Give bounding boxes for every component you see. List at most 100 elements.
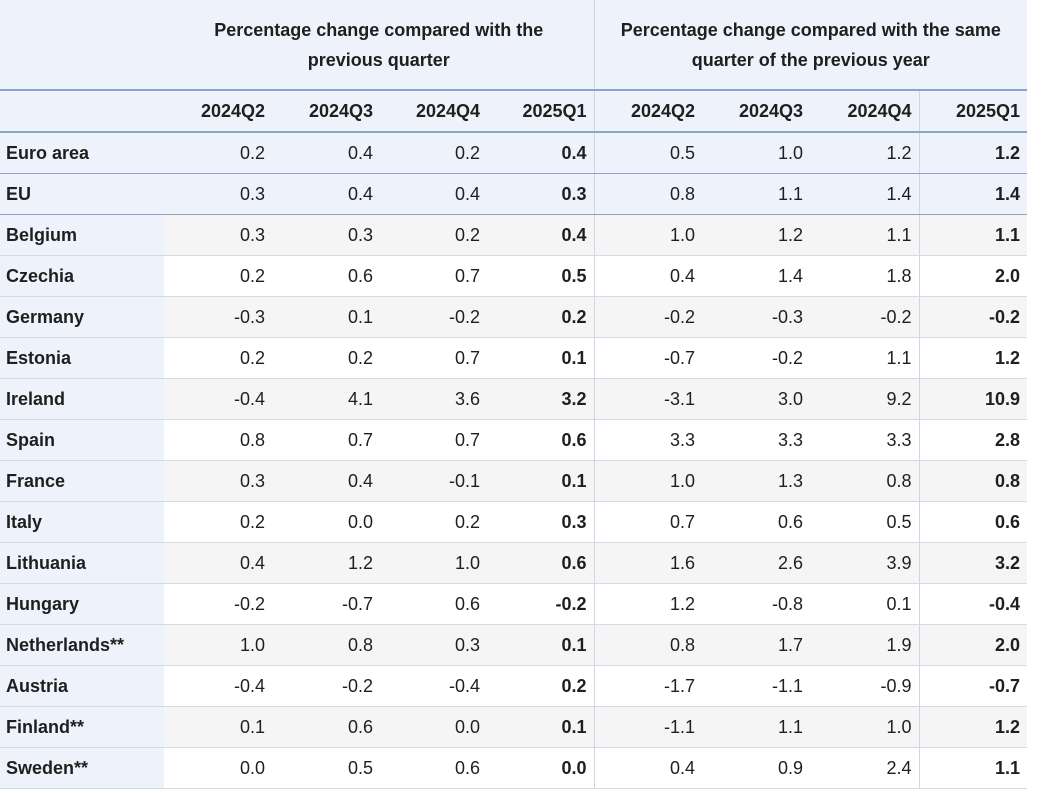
value-cell: 0.8 — [594, 173, 703, 215]
value-cell: 0.7 — [594, 501, 703, 543]
value-cell: -0.2 — [594, 296, 703, 338]
value-cell: 0.2 — [380, 214, 487, 256]
value-cell: 3.0 — [702, 378, 811, 420]
value-cell: 0.4 — [487, 132, 595, 174]
value-cell: 0.0 — [487, 747, 595, 789]
value-cell: -0.3 — [702, 296, 811, 338]
value-cell: 1.4 — [919, 173, 1028, 215]
table-row: Italy 0.2 0.0 0.2 0.3 0.7 0.6 0.5 0.6 — [0, 501, 1028, 543]
country-name: Sweden** — [0, 747, 164, 789]
table-row: Netherlands** 1.0 0.8 0.3 0.1 0.8 1.7 1.9 2.0 — [0, 624, 1028, 666]
value-cell: 0.0 — [164, 747, 272, 789]
value-cell: 0.7 — [380, 255, 487, 297]
value-cell: 2.8 — [919, 419, 1028, 461]
value-cell: 1.2 — [594, 583, 703, 625]
value-cell: 0.0 — [272, 501, 380, 543]
value-cell: 1.4 — [810, 173, 920, 215]
value-cell: -0.9 — [810, 665, 920, 707]
header-period-row: 2024Q2 2024Q3 2024Q4 2025Q1 2024Q2 2024Q… — [0, 90, 1028, 133]
value-cell: 2.6 — [702, 542, 811, 584]
value-cell: 1.0 — [380, 542, 487, 584]
value-cell: -0.4 — [164, 378, 272, 420]
value-cell: 0.4 — [164, 542, 272, 584]
period-header: 2024Q2 — [594, 90, 703, 133]
table-body: Euro area 0.2 0.4 0.2 0.4 0.5 1.0 1.2 1.2 EU 0.3 0.… — [0, 132, 1028, 789]
country-name: Hungary — [0, 583, 164, 625]
value-cell: 0.4 — [594, 747, 703, 789]
value-cell: -0.1 — [380, 460, 487, 502]
value-cell: 1.0 — [702, 132, 811, 174]
country-name: Austria — [0, 665, 164, 707]
value-cell: -1.1 — [594, 706, 703, 748]
country-name: Lithuania — [0, 542, 164, 584]
period-header: 2024Q3 — [702, 90, 811, 133]
corner-cell — [0, 0, 164, 91]
value-cell: -1.1 — [702, 665, 811, 707]
gdp-growth-table: Percentage change compared with the prev… — [0, 0, 1028, 789]
value-cell: 0.2 — [487, 665, 595, 707]
value-cell: 0.0 — [380, 706, 487, 748]
value-cell: -0.2 — [380, 296, 487, 338]
value-cell: -0.2 — [487, 583, 595, 625]
value-cell: 0.3 — [272, 214, 380, 256]
value-cell: 1.0 — [594, 214, 703, 256]
country-name: Netherlands** — [0, 624, 164, 666]
value-cell: 0.4 — [272, 173, 380, 215]
table-row: Austria -0.4 -0.2 -0.4 0.2 -1.7 -1.1 -0.9 -0.7 — [0, 665, 1028, 707]
value-cell: 0.3 — [380, 624, 487, 666]
value-cell: 0.2 — [487, 296, 595, 338]
table-row: France 0.3 0.4 -0.1 0.1 1.0 1.3 0.8 0.8 — [0, 460, 1028, 502]
table-row: EU 0.3 0.4 0.4 0.3 0.8 1.1 1.4 1.4 — [0, 173, 1028, 215]
value-cell: 0.1 — [487, 337, 595, 379]
country-name: Belgium — [0, 214, 164, 256]
value-cell: -0.7 — [272, 583, 380, 625]
period-header: 2024Q4 — [380, 90, 487, 133]
country-name: Ireland — [0, 378, 164, 420]
value-cell: 1.2 — [919, 132, 1028, 174]
value-cell: 1.1 — [919, 747, 1028, 789]
value-cell: 1.0 — [164, 624, 272, 666]
value-cell: 0.2 — [164, 337, 272, 379]
value-cell: 1.0 — [810, 706, 920, 748]
value-cell: 1.1 — [810, 214, 920, 256]
value-cell: 0.2 — [272, 337, 380, 379]
value-cell: 0.3 — [487, 173, 595, 215]
value-cell: 3.9 — [810, 542, 920, 584]
value-cell: 0.5 — [594, 132, 703, 174]
value-cell: 1.3 — [702, 460, 811, 502]
value-cell: 0.6 — [272, 255, 380, 297]
value-cell: 0.7 — [272, 419, 380, 461]
country-name: Czechia — [0, 255, 164, 297]
value-cell: 1.8 — [810, 255, 920, 297]
table-row: Lithuania 0.4 1.2 1.0 0.6 1.6 2.6 3.9 3.2 — [0, 542, 1028, 584]
value-cell: -0.2 — [702, 337, 811, 379]
value-cell: 0.4 — [272, 132, 380, 174]
value-cell: 10.9 — [919, 378, 1028, 420]
table-row: Spain 0.8 0.7 0.7 0.6 3.3 3.3 3.3 2.8 — [0, 419, 1028, 461]
group-header-qoq: Percentage change compared with the prev… — [164, 0, 595, 91]
value-cell: 3.2 — [919, 542, 1028, 584]
value-cell: 1.1 — [702, 706, 811, 748]
value-cell: 3.3 — [810, 419, 920, 461]
value-cell: 1.9 — [810, 624, 920, 666]
value-cell: 1.2 — [272, 542, 380, 584]
value-cell: 0.1 — [272, 296, 380, 338]
value-cell: 0.2 — [380, 501, 487, 543]
value-cell: 9.2 — [810, 378, 920, 420]
value-cell: 0.5 — [487, 255, 595, 297]
value-cell: 2.0 — [919, 255, 1028, 297]
value-cell: 1.6 — [594, 542, 703, 584]
value-cell: 0.2 — [164, 132, 272, 174]
value-cell: -0.3 — [164, 296, 272, 338]
value-cell: -0.4 — [919, 583, 1028, 625]
value-cell: -0.8 — [702, 583, 811, 625]
value-cell: 0.6 — [380, 747, 487, 789]
value-cell: 3.3 — [594, 419, 703, 461]
period-header: 2025Q1 — [487, 90, 595, 133]
value-cell: 0.4 — [272, 460, 380, 502]
country-name: EU — [0, 173, 164, 215]
group-header-yoy: Percentage change compared with the same… — [594, 0, 1028, 91]
table-row: Czechia 0.2 0.6 0.7 0.5 0.4 1.4 1.8 2.0 — [0, 255, 1028, 297]
country-name: France — [0, 460, 164, 502]
value-cell: 3.3 — [702, 419, 811, 461]
